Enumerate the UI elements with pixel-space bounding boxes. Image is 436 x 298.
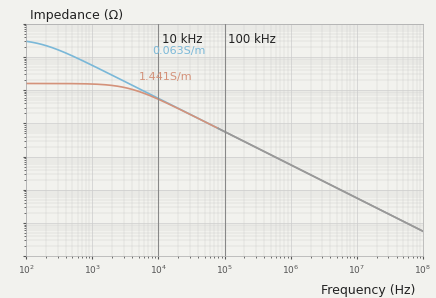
Text: Frequency (Hz): Frequency (Hz) [320, 284, 415, 297]
Text: 10 kHz: 10 kHz [162, 33, 202, 46]
Text: Impedance (Ω): Impedance (Ω) [30, 9, 123, 21]
Text: 0.063S/m: 0.063S/m [152, 46, 205, 56]
Text: 1.441S/m: 1.441S/m [139, 72, 192, 82]
Text: 100 kHz: 100 kHz [228, 33, 276, 46]
